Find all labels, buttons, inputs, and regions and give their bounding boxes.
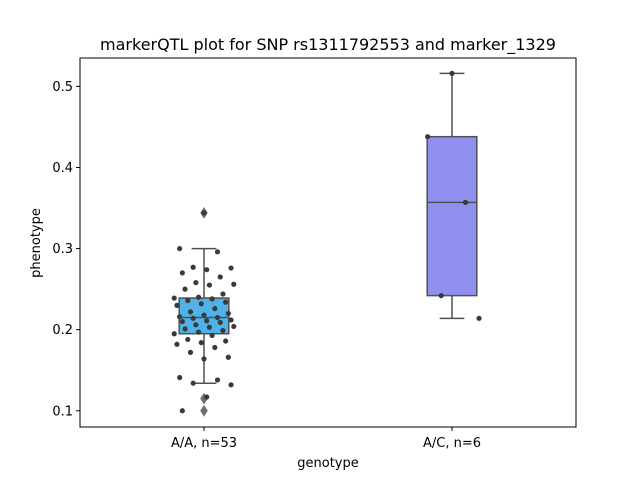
data-point — [209, 332, 215, 338]
data-point — [198, 301, 204, 307]
data-point — [204, 267, 210, 273]
data-point — [231, 323, 237, 330]
x-axis-label: genotype — [297, 456, 358, 471]
outlier-marker — [200, 404, 208, 417]
data-point — [217, 319, 223, 325]
data-point — [179, 318, 185, 325]
y-axis: 0.1 0.2 0.3 0.4 0.5 — [52, 80, 80, 419]
data-point — [182, 286, 188, 292]
data-point — [171, 331, 177, 337]
data-point — [228, 265, 234, 271]
data-point — [204, 318, 210, 324]
data-point — [204, 394, 210, 400]
data-point — [214, 377, 221, 383]
data-point — [195, 294, 202, 300]
data-point — [182, 326, 188, 332]
x-tick-label: A/C, n=6 — [423, 436, 481, 451]
data-point — [228, 382, 234, 388]
data-point — [206, 282, 213, 288]
data-point — [228, 317, 234, 323]
data-point — [438, 293, 444, 299]
y-tick-label: 0.4 — [52, 161, 73, 176]
data-point — [195, 329, 202, 335]
data-point — [223, 338, 229, 344]
data-point — [231, 281, 237, 287]
data-point — [179, 408, 185, 414]
data-point — [174, 341, 180, 347]
data-point — [209, 296, 215, 302]
data-point — [201, 312, 207, 318]
data-point — [217, 274, 223, 280]
data-point — [171, 295, 177, 301]
y-axis-label: phenotype — [29, 208, 44, 278]
data-point — [185, 336, 191, 343]
box — [426, 135, 478, 297]
data-point — [193, 322, 199, 328]
data-point — [206, 324, 213, 330]
data-point — [223, 299, 229, 305]
data-point — [425, 134, 431, 140]
data-point — [214, 249, 221, 255]
box-group — [425, 70, 482, 321]
data-point — [476, 315, 482, 321]
y-tick-label: 0.3 — [52, 242, 73, 257]
y-tick-label: 0.1 — [52, 404, 73, 419]
data-point — [187, 349, 194, 355]
plot-frame — [79, 57, 577, 428]
data-point — [220, 291, 226, 297]
box-group — [171, 206, 237, 417]
data-point — [212, 305, 218, 312]
data-point — [449, 70, 455, 77]
data-point — [214, 314, 221, 321]
data-point — [225, 310, 231, 317]
data-point — [225, 354, 231, 360]
chart-title: markerQTL plot for SNP rs1311792553 and … — [100, 35, 556, 55]
data-point — [220, 327, 226, 334]
data-point — [212, 344, 218, 351]
data-point — [198, 340, 204, 346]
data-point — [193, 280, 199, 286]
data-point — [190, 315, 196, 321]
data-point — [177, 314, 183, 320]
data-point — [177, 374, 183, 381]
y-tick-label: 0.2 — [52, 323, 73, 338]
data-point — [179, 270, 185, 276]
data-point — [201, 356, 207, 362]
x-tick-label: A/A, n=53 — [171, 436, 237, 451]
data-point — [190, 380, 196, 386]
data-point — [201, 210, 207, 216]
x-axis: A/A, n=53 A/C, n=6 — [171, 427, 481, 451]
data-point — [190, 264, 196, 270]
y-tick-label: 0.5 — [52, 80, 73, 95]
data-point — [187, 309, 194, 315]
plot-area — [171, 70, 482, 417]
data-point — [174, 302, 180, 308]
data-point — [462, 199, 469, 205]
data-point — [177, 245, 183, 252]
data-point — [185, 297, 191, 304]
